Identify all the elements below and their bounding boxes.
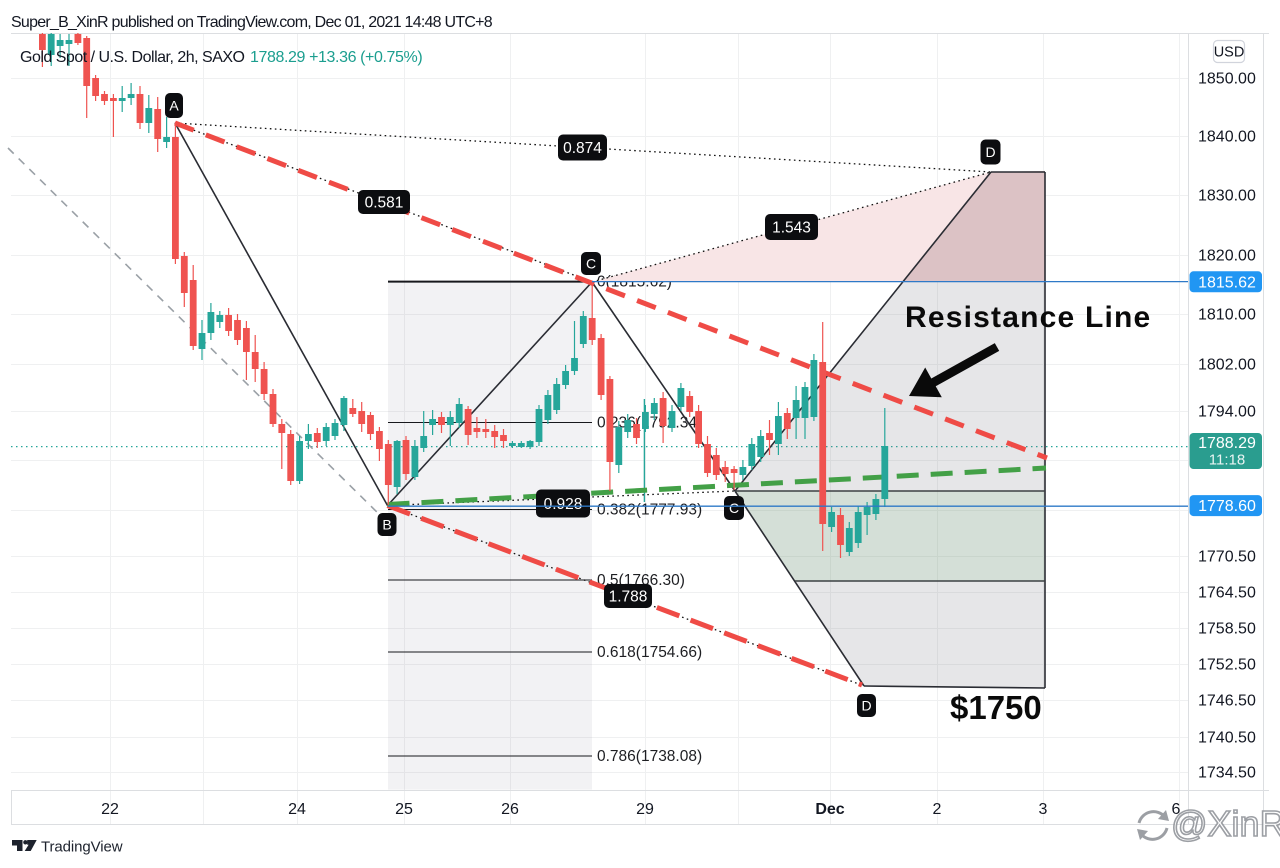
- svg-text:1746.50: 1746.50: [1198, 693, 1256, 710]
- svg-text:1.788: 1.788: [609, 588, 648, 605]
- svg-text:26: 26: [501, 801, 519, 818]
- svg-text:C: C: [586, 255, 596, 271]
- svg-text:1802.00: 1802.00: [1198, 357, 1256, 374]
- svg-text:3: 3: [1039, 801, 1048, 818]
- svg-text:1820.00: 1820.00: [1198, 248, 1256, 265]
- svg-text:Dec: Dec: [815, 801, 844, 818]
- svg-text:USD: USD: [1214, 45, 1245, 61]
- svg-text:1850.00: 1850.00: [1198, 71, 1256, 88]
- svg-text:0.874: 0.874: [563, 140, 602, 157]
- svg-text:Gold Spot / U.S. Dollar, 2h, S: Gold Spot / U.S. Dollar, 2h, SAXO: [20, 49, 245, 66]
- svg-text:1788.29 +13.36 (+0.75%): 1788.29 +13.36 (+0.75%): [250, 49, 422, 66]
- svg-text:@XinR: @XinR: [1171, 803, 1280, 844]
- svg-text:1752.50: 1752.50: [1198, 657, 1256, 674]
- svg-text:1778.60: 1778.60: [1198, 498, 1256, 515]
- svg-text:0.928: 0.928: [544, 496, 583, 513]
- svg-text:11:18: 11:18: [1209, 452, 1245, 469]
- svg-text:1758.50: 1758.50: [1198, 621, 1256, 638]
- svg-text:1794.00: 1794.00: [1198, 404, 1256, 421]
- svg-text:1770.50: 1770.50: [1198, 549, 1256, 566]
- svg-text:0.618(1754.66): 0.618(1754.66): [597, 644, 702, 661]
- svg-text:1.543: 1.543: [772, 219, 811, 236]
- svg-text:D: D: [985, 144, 995, 160]
- svg-text:0.786(1738.08): 0.786(1738.08): [597, 748, 702, 765]
- svg-text:1815.62: 1815.62: [1198, 274, 1256, 291]
- svg-text:1830.00: 1830.00: [1198, 188, 1256, 205]
- svg-text:22: 22: [101, 801, 119, 818]
- svg-text:2: 2: [933, 801, 942, 818]
- svg-text:Super_B_XinR published on Trad: Super_B_XinR published on TradingView.co…: [11, 14, 493, 31]
- svg-text:A: A: [169, 97, 179, 113]
- svg-text:1788.29: 1788.29: [1198, 435, 1256, 452]
- svg-text:0.382(1777.93): 0.382(1777.93): [597, 502, 702, 519]
- svg-text:B: B: [382, 516, 391, 532]
- svg-text:Resistance Line: Resistance Line: [905, 301, 1151, 334]
- svg-text:6: 6: [1172, 801, 1181, 818]
- svg-text:$1750: $1750: [950, 689, 1042, 726]
- svg-text:1764.50: 1764.50: [1198, 585, 1256, 602]
- svg-text:1840.00: 1840.00: [1198, 129, 1256, 146]
- svg-text:1740.50: 1740.50: [1198, 730, 1256, 747]
- svg-text:1810.00: 1810.00: [1198, 307, 1256, 324]
- svg-text:25: 25: [395, 801, 413, 818]
- svg-text:TradingView: TradingView: [41, 839, 123, 856]
- svg-text:1734.50: 1734.50: [1198, 765, 1256, 782]
- svg-text:0.581: 0.581: [365, 194, 404, 211]
- svg-text:29: 29: [636, 801, 654, 818]
- svg-text:C: C: [729, 500, 739, 516]
- svg-text:24: 24: [288, 801, 306, 818]
- svg-text:D: D: [861, 697, 871, 713]
- svg-text:0.236(1792.34): 0.236(1792.34): [597, 415, 702, 432]
